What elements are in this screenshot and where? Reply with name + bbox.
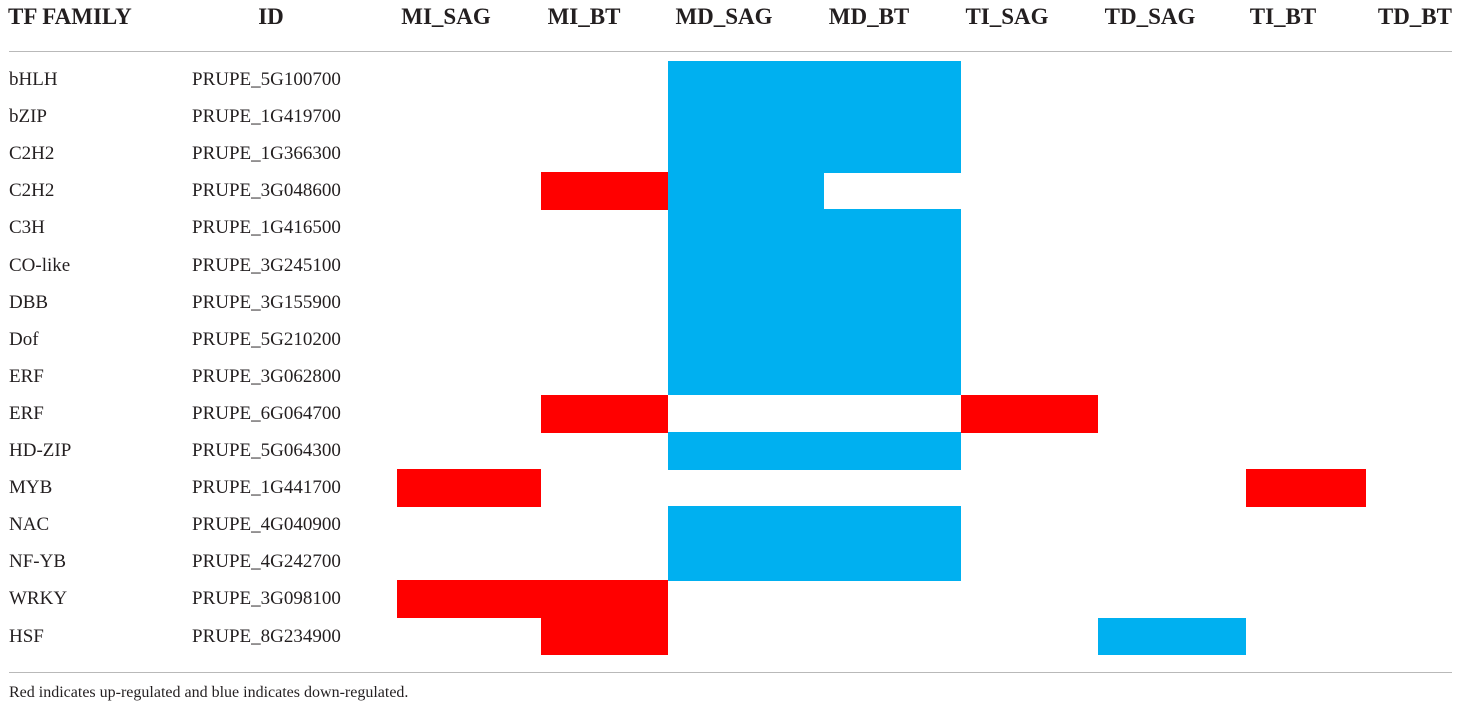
cell-md-bt-down — [824, 506, 961, 544]
cell-md-sag-down — [668, 61, 824, 99]
tf-family-cell: bZIP — [9, 106, 47, 128]
gene-id-cell: PRUPE_8G234900 — [192, 625, 341, 647]
table-footnote: Red indicates up-regulated and blue indi… — [9, 684, 409, 701]
cell-md-sag-down — [668, 357, 824, 396]
header-mi-sag: MI_SAG — [401, 4, 491, 29]
cell-md-sag-down — [668, 98, 824, 136]
tf-family-cell: NF-YB — [9, 551, 67, 573]
header-td-bt: TD_BT — [1377, 4, 1452, 29]
tf-family-cell: C2H2 — [9, 143, 55, 165]
cell-mi-sag-up — [397, 580, 541, 619]
header-md-sag: MD_SAG — [675, 4, 773, 29]
cell-mi-bt-up — [541, 172, 668, 210]
tf-family-cell: C2H2 — [9, 180, 55, 202]
table-header: TF FAMILY ID MI_SAG MI_BT MD_SAG MD_BT T… — [0, 0, 1460, 36]
cell-md-bt-down — [824, 61, 961, 99]
cell-md-bt-down — [824, 98, 961, 136]
tf-family-cell: DBB — [9, 291, 49, 313]
tf-family-cell: HSF — [9, 625, 44, 647]
cell-ti-sag-up — [961, 394, 1098, 433]
cell-mi-bt-up — [541, 617, 668, 656]
cell-md-bt-down — [824, 432, 961, 470]
header-ti-bt: TI_BT — [1249, 4, 1317, 29]
gene-id-cell: PRUPE_5G210200 — [192, 328, 341, 350]
tf-family-cell: WRKY — [9, 588, 68, 610]
gene-id-cell: PRUPE_3G048600 — [192, 180, 341, 202]
tf-family-cell: ERF — [9, 365, 44, 387]
cell-md-sag-down — [668, 172, 824, 210]
tf-family-cell: HD-ZIP — [9, 440, 72, 461]
cell-mi-bt-up — [541, 580, 668, 619]
cell-md-sag-down — [668, 320, 824, 359]
gene-id-cell: PRUPE_4G242700 — [192, 551, 341, 573]
cell-md-sag-down — [668, 543, 824, 581]
tf-family-cell: bHLH — [9, 69, 58, 90]
tf-family-cell: Dof — [9, 328, 39, 350]
header-ti-sag: TI_SAG — [965, 4, 1049, 29]
header-md-bt: MD_BT — [828, 4, 910, 29]
cell-md-bt-down — [824, 543, 961, 581]
cell-md-bt-down — [824, 246, 961, 285]
cell-md-sag-down — [668, 432, 824, 470]
tf-family-cell: ERF — [9, 402, 44, 424]
tf-family-cell: NAC — [9, 514, 50, 536]
cell-mi-sag-up — [397, 469, 541, 507]
gene-id-cell: PRUPE_1G416500 — [192, 217, 341, 239]
tf-family-cell: MYB — [9, 477, 53, 499]
cell-md-bt-down — [824, 283, 961, 322]
gene-id-cell: PRUPE_5G064300 — [192, 440, 341, 461]
gene-id-cell: PRUPE_5G100700 — [192, 69, 341, 90]
cell-md-bt-down — [824, 135, 961, 173]
gene-id-cell: PRUPE_1G419700 — [192, 106, 341, 128]
cell-md-sag-down — [668, 506, 824, 544]
header-tf-family: TF FAMILY — [8, 4, 132, 29]
cell-md-sag-down — [668, 209, 824, 248]
cell-md-bt-down — [824, 209, 961, 248]
gene-id-cell: PRUPE_4G040900 — [192, 514, 341, 536]
header-td-sag: TD_SAG — [1104, 4, 1196, 29]
bottom-rule — [9, 672, 1452, 673]
header-mi-bt: MI_BT — [547, 4, 621, 29]
cell-ti-bt-up — [1246, 469, 1366, 507]
tf-family-cell: C3H — [9, 217, 45, 239]
header-id: ID — [258, 4, 284, 29]
gene-id-cell: PRUPE_1G366300 — [192, 143, 341, 165]
gene-id-cell: PRUPE_1G441700 — [192, 477, 341, 499]
gene-id-cell: PRUPE_6G064700 — [192, 402, 341, 424]
gene-id-cell: PRUPE_3G098100 — [192, 588, 341, 610]
cell-md-sag-down — [668, 135, 824, 173]
gene-id-cell: PRUPE_3G062800 — [192, 365, 341, 387]
cell-md-sag-down — [668, 246, 824, 285]
cell-md-sag-down — [668, 283, 824, 322]
cell-mi-bt-up — [541, 394, 668, 433]
tf-family-cell: CO-like — [9, 254, 71, 276]
header-rule — [9, 51, 1452, 52]
cell-td-sag-down — [1098, 617, 1246, 656]
gene-id-cell: PRUPE_3G245100 — [192, 254, 341, 276]
gene-id-cell: PRUPE_3G155900 — [192, 291, 341, 313]
cell-md-bt-down — [824, 357, 961, 396]
cell-md-bt-down — [824, 320, 961, 359]
